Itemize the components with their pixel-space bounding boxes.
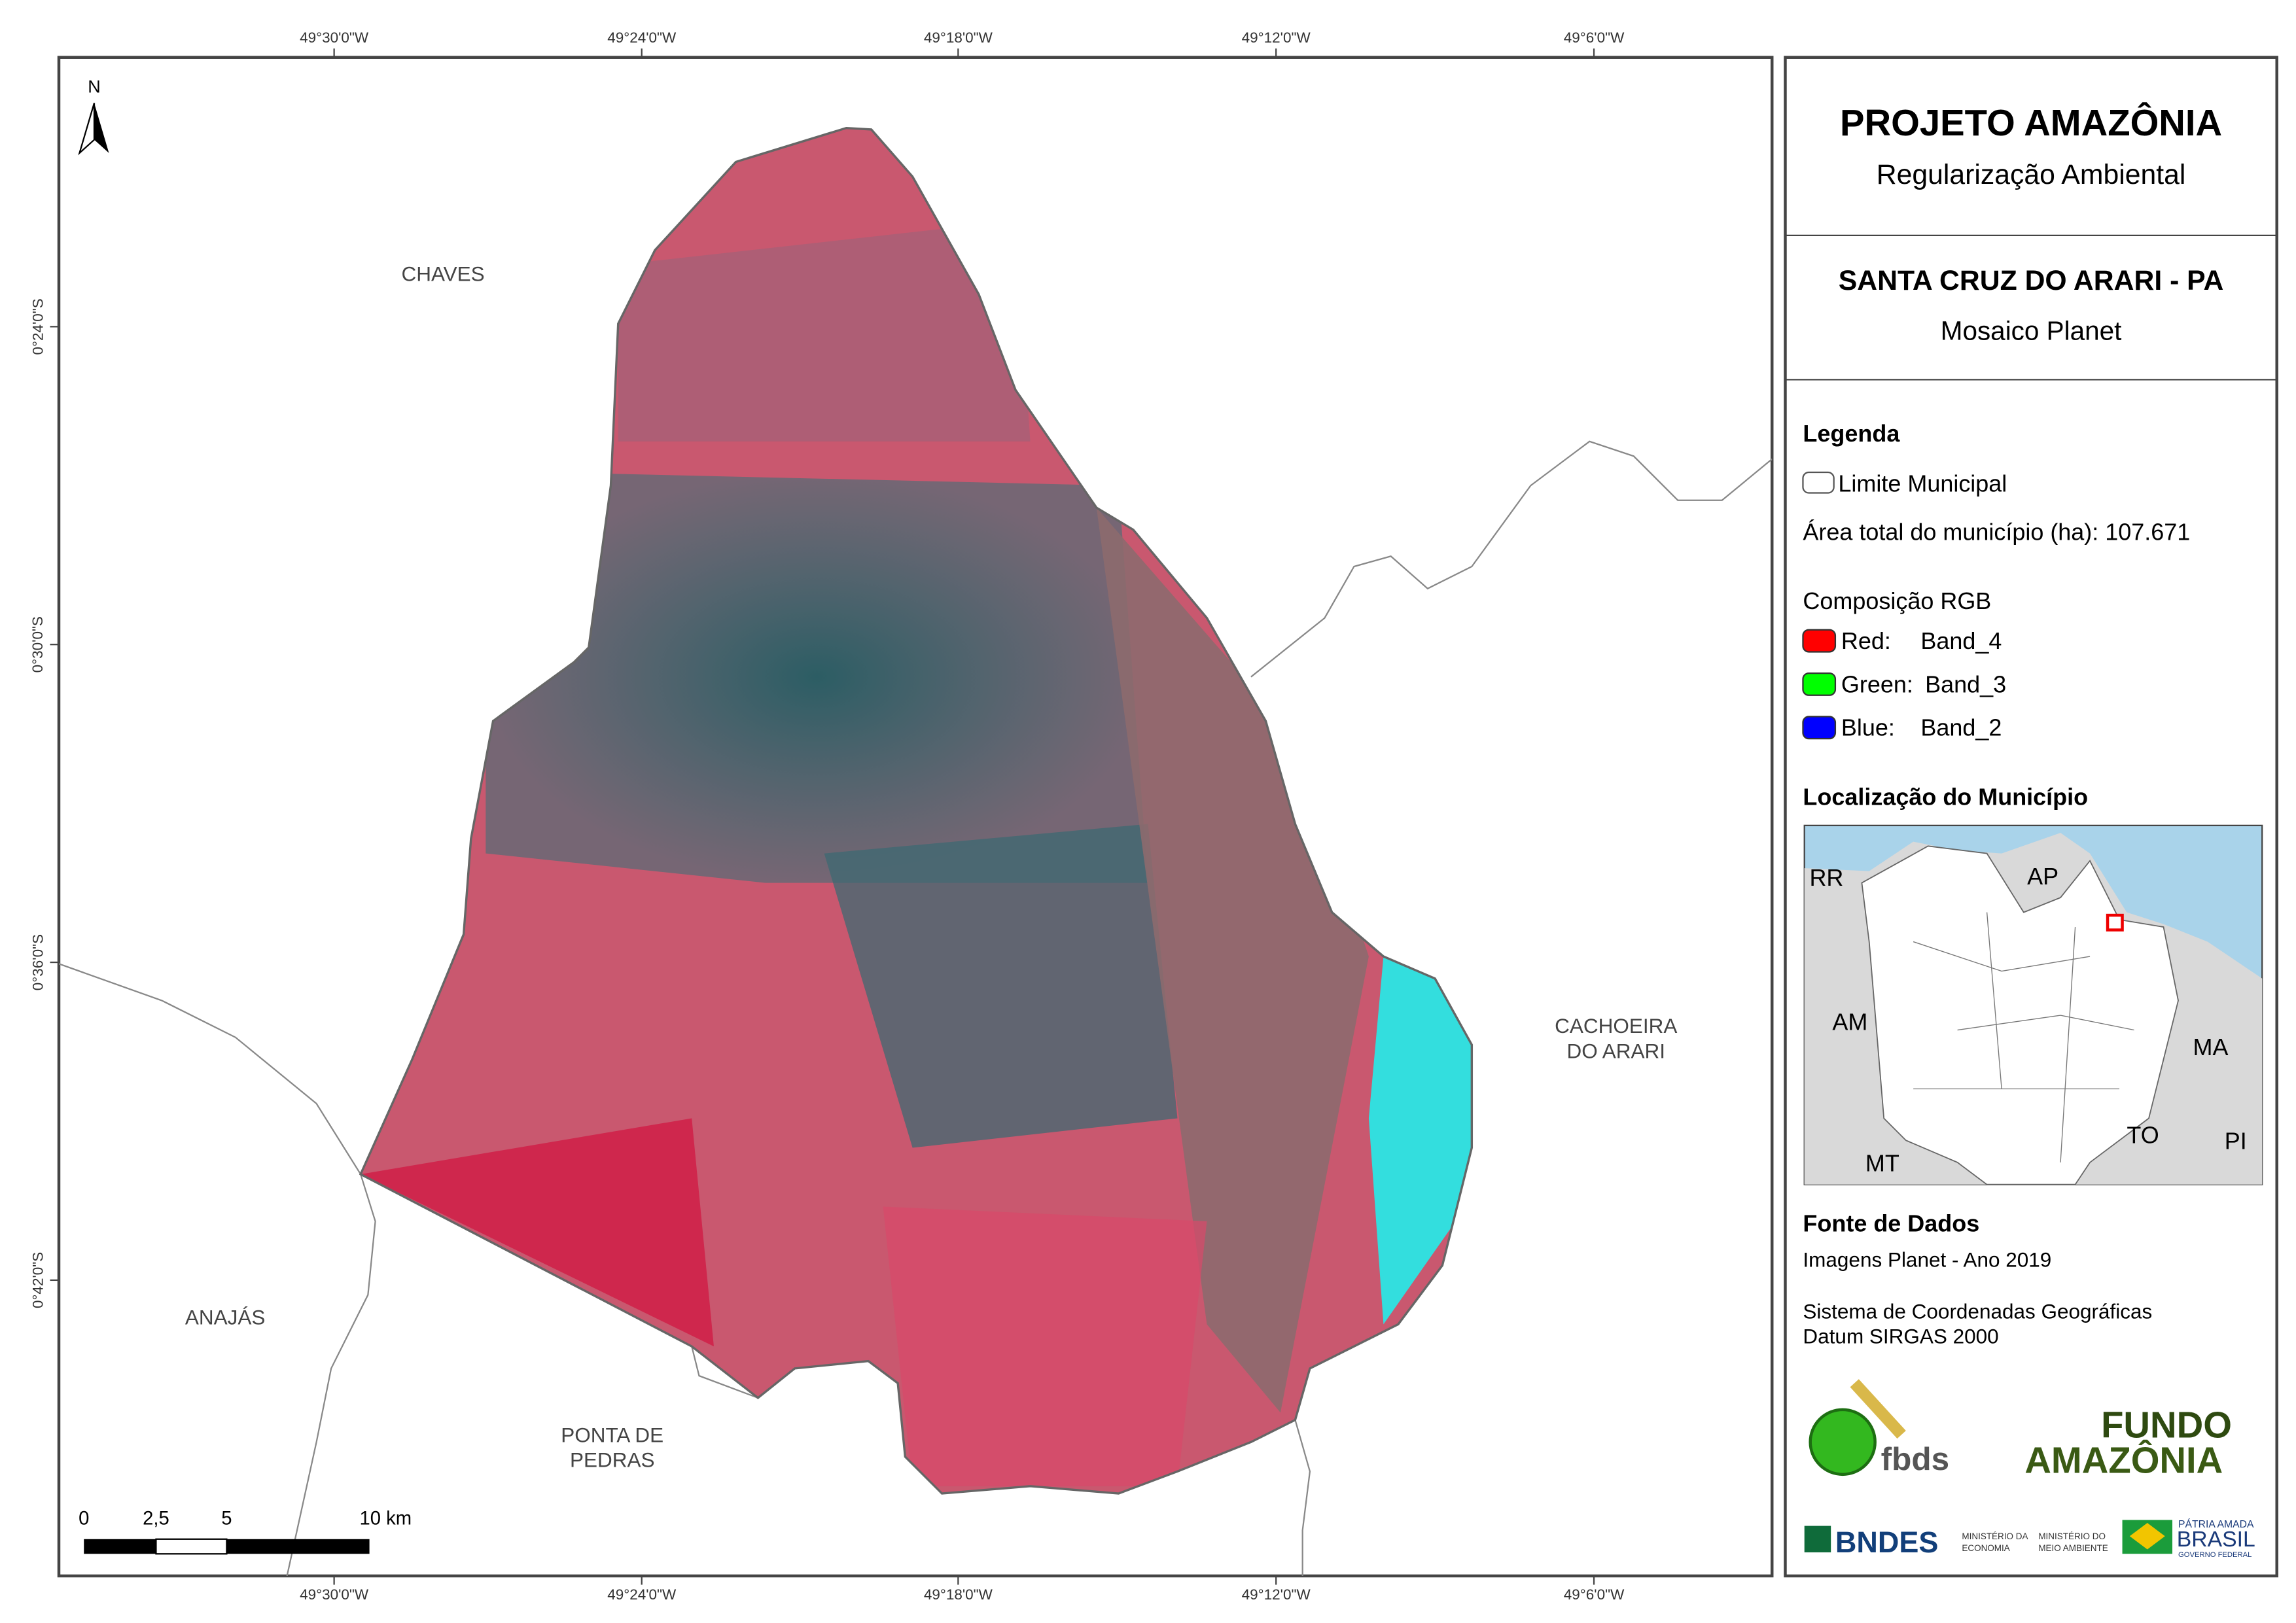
scale-bar: 0 2,5 5 10 km (79, 1508, 412, 1555)
logo-fundo: AMAZÔNIA (2024, 1440, 2223, 1481)
coord-label: 49°24'0"W (607, 1586, 677, 1603)
image-tile (824, 824, 1178, 1148)
logo-fbds: fbds (1881, 1441, 1949, 1477)
inset-highlight (2106, 913, 2124, 932)
legend-channel: Blue: (1841, 714, 1895, 741)
scale-label: 2,5 (143, 1508, 169, 1529)
inset-label: AM (1832, 1009, 1867, 1036)
boundary-line (691, 1346, 758, 1399)
north-label: N (88, 77, 101, 97)
map-title: SANTA CRUZ DO ARARI - PA (1839, 265, 2224, 296)
side-panel (1784, 56, 2278, 1578)
sources-heading: Fonte de Dados (1803, 1210, 1979, 1237)
place-label: ANAJÁS (185, 1305, 265, 1329)
scale-label: 10 km (360, 1508, 412, 1529)
place-label: CHAVES (402, 262, 485, 286)
image-tile (1096, 508, 1369, 1413)
scale-segment (226, 1539, 370, 1554)
coord-label: 49°12'0"W (1242, 1586, 1311, 1603)
logo-ministry: ECONOMIA (1962, 1543, 2009, 1553)
coord-label: 49°30'0"W (300, 1586, 369, 1603)
coord-label: 0°30'0"S (29, 616, 46, 672)
logo-shape (1850, 1379, 1906, 1439)
coord-label: 0°42'0"S (29, 1252, 46, 1308)
image-tile (486, 470, 1148, 883)
legend-swatch (1802, 629, 1837, 653)
north-arrow (78, 103, 96, 156)
legend-band: Band_3 (1925, 671, 2006, 697)
sources-text: Imagens Planet - Ano 2019 (1803, 1248, 2051, 1272)
legend-swatch (1802, 672, 1837, 696)
inset-label: TO (2127, 1122, 2159, 1149)
place-label: PONTA DE (561, 1423, 663, 1446)
legend-channel: Red: (1841, 627, 1891, 654)
boundary-line (1250, 440, 1773, 678)
panel-subtitle: Regularização Ambiental (1877, 159, 2186, 190)
coord-label: 0°24'0"S (29, 298, 46, 355)
place-label: DO ARARI (1567, 1039, 1665, 1062)
coordinate-grid: 49°30'0"W 49°24'0"W 49°18'0"W 49°12'0"W 49°6… (29, 29, 1625, 1603)
logo-brasil: BRASIL (2177, 1527, 2255, 1552)
inset-para (1861, 845, 2179, 1185)
legend-area: Área total do município (ha): 107.671 (1803, 519, 2190, 546)
water (1368, 956, 1472, 1325)
scale-segment (84, 1539, 156, 1554)
neighbor-boundaries (59, 440, 1773, 1577)
scale-segment (155, 1538, 228, 1555)
logo-shape (1809, 1408, 1877, 1476)
legend-channel: Green: (1841, 671, 1913, 697)
legend-swatch (1802, 471, 1835, 494)
inset-label: RR (1809, 864, 1843, 891)
coord-label: 0°36'0"S (29, 934, 46, 990)
logo-ministry: MINISTÉRIO DO (2038, 1531, 2106, 1541)
boundary-line (1294, 1420, 1311, 1577)
rgb-legend: Red: Band_4 Green: Band_3 Blue: Band_2 (1802, 627, 2006, 741)
sources-text: Sistema de Coordenadas Geográficas (1803, 1299, 2152, 1323)
inset-label: MT (1865, 1149, 1899, 1176)
inset-label: AP (2027, 863, 2058, 890)
map-subtitle: Mosaico Planet (1941, 316, 2122, 346)
legend-label: Limite Municipal (1838, 470, 2007, 497)
logo-ministry: MEIO AMBIENTE (2038, 1543, 2108, 1553)
scale-label: 5 (221, 1508, 232, 1529)
inset-municipalities (1913, 912, 2134, 1163)
coord-label: 49°18'0"W (924, 1586, 993, 1603)
inset-label: PI (2225, 1128, 2247, 1155)
legend-band: Band_4 (1920, 627, 2002, 654)
panel-title: PROJETO AMAZÔNIA (1840, 102, 2222, 143)
legend-heading: Composição RGB (1803, 587, 1991, 614)
legend-swatch (1802, 716, 1837, 740)
logo-brasil: PÁTRIA AMADA (2178, 1518, 2254, 1530)
logos: fbds FUNDO AMAZÔNIA BNDES MINISTÉRIO DA … (1804, 1379, 2255, 1559)
place-label: CACHOEIRA (1555, 1014, 1677, 1038)
location-inset: RR AP AM MA TO PI MT (1803, 824, 2263, 1185)
legend-band: Band_2 (1920, 714, 2002, 741)
image-tile (883, 1206, 1207, 1486)
coord-label: 49°6'0"W (1564, 1586, 1625, 1603)
sources-text: Datum SIRGAS 2000 (1803, 1325, 1998, 1348)
scale-label: 0 (79, 1508, 89, 1529)
north-arrow (94, 103, 109, 153)
logo-fundo: FUNDO (2101, 1405, 2232, 1446)
legend-heading: Legenda (1803, 420, 1900, 447)
image-tile (618, 220, 1031, 442)
coord-label: 49°30'0"W (300, 29, 369, 46)
coord-label: 49°12'0"W (1242, 29, 1311, 46)
logo-shape (1804, 1526, 1831, 1553)
image-tile (361, 1118, 714, 1347)
logo-ministry: MINISTÉRIO DA (1962, 1531, 2028, 1541)
place-label: PEDRAS (570, 1448, 654, 1472)
coord-label: 49°18'0"W (924, 29, 993, 46)
boundary-line (59, 963, 376, 1577)
coord-label: 49°6'0"W (1564, 29, 1625, 46)
inset-label: MA (2193, 1034, 2229, 1060)
logo-brasil: GOVERNO FEDERAL (2178, 1551, 2252, 1559)
location-heading: Localização do Município (1803, 783, 2088, 810)
coord-label: 49°24'0"W (607, 29, 677, 46)
logo-bndes: BNDES (1835, 1526, 1938, 1559)
